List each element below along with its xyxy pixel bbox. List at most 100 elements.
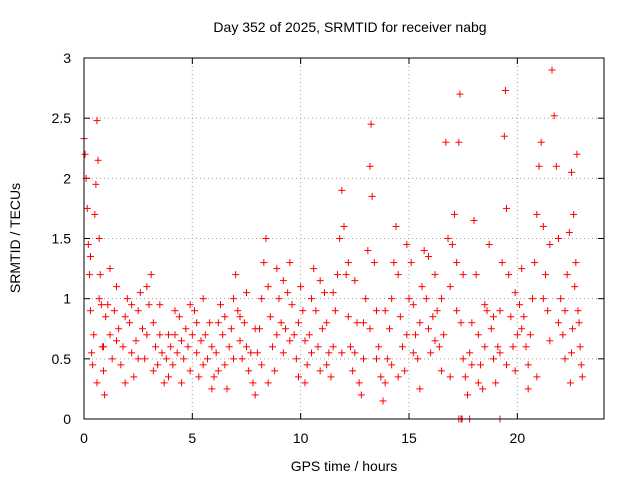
data-point [433,307,441,315]
data-point [94,156,102,164]
chart-title: Day 352 of 2025, SRMTID for receiver nab… [213,19,486,35]
data-point [236,337,244,345]
data-point [373,355,380,363]
data-point [472,271,480,279]
data-point [453,307,461,315]
data-point [366,162,374,170]
data-point [128,349,136,357]
data-point [539,295,547,303]
data-point [143,331,151,339]
data-point [325,349,333,357]
data-point [273,331,281,339]
data-point [156,301,164,309]
data-point [88,349,96,357]
data-point [474,379,482,387]
data-point [464,391,471,399]
data-point [403,331,411,339]
data-point [310,265,318,273]
data-point [199,295,207,303]
data-point [427,349,435,357]
data-point [552,162,560,170]
data-point [134,307,142,315]
data-point [119,343,127,351]
data-point [308,295,315,303]
data-point [167,343,175,351]
data-point [526,331,534,339]
data-point [568,349,575,357]
data-point [130,373,138,381]
data-point [238,355,246,363]
data-point [210,373,218,381]
data-point [145,301,153,309]
data-point [258,361,266,369]
data-point [574,307,582,315]
data-point [292,355,300,363]
data-point [405,295,413,303]
data-point [349,367,357,375]
data-point [379,397,387,405]
data-point [577,361,585,369]
y-tick-label: 2.5 [52,110,72,126]
y-tick-label: 3 [63,50,71,66]
data-point [251,391,259,399]
data-point [453,259,461,267]
data-point [329,289,337,297]
data-point [496,349,504,357]
data-point [500,132,508,140]
data-point [93,379,101,387]
data-point [87,253,94,261]
data-point [342,271,350,279]
data-point [100,343,107,351]
data-point [367,120,375,128]
data-point [492,379,500,387]
data-point [318,325,326,333]
data-point [199,361,207,369]
data-point [513,331,521,339]
data-point [286,337,294,345]
data-point [440,331,448,339]
data-point [456,90,464,98]
data-point [561,307,569,315]
data-point [490,313,497,321]
data-point [396,313,404,321]
data-point [97,301,105,309]
data-point [282,325,289,333]
data-point [113,337,120,345]
data-point [561,355,569,363]
data-point [399,343,406,351]
data-point [89,361,97,369]
data-point [136,289,144,297]
data-point [171,331,179,339]
data-point [518,325,526,333]
data-point [479,385,487,393]
data-point [524,361,532,369]
data-point [381,307,389,315]
data-point [477,361,484,369]
data-point [490,355,497,363]
data-point [511,367,519,375]
data-point [264,379,272,387]
data-point [388,361,396,369]
data-point [327,373,335,381]
data-point [531,259,539,267]
data-point [173,349,181,357]
data-point [180,355,188,363]
data-point [193,349,201,357]
data-point [279,349,287,357]
data-point [110,307,118,315]
data-point [360,355,367,363]
data-point [468,319,476,327]
data-point [416,319,424,327]
data-point [444,235,452,242]
data-point [409,301,417,309]
data-point [459,355,467,363]
data-point [509,343,517,351]
data-point [485,241,493,249]
data-point [347,343,354,351]
data-point [431,271,439,279]
data-point [459,271,467,279]
data-point [403,241,411,249]
data-point [338,186,346,194]
data-point [290,331,298,339]
